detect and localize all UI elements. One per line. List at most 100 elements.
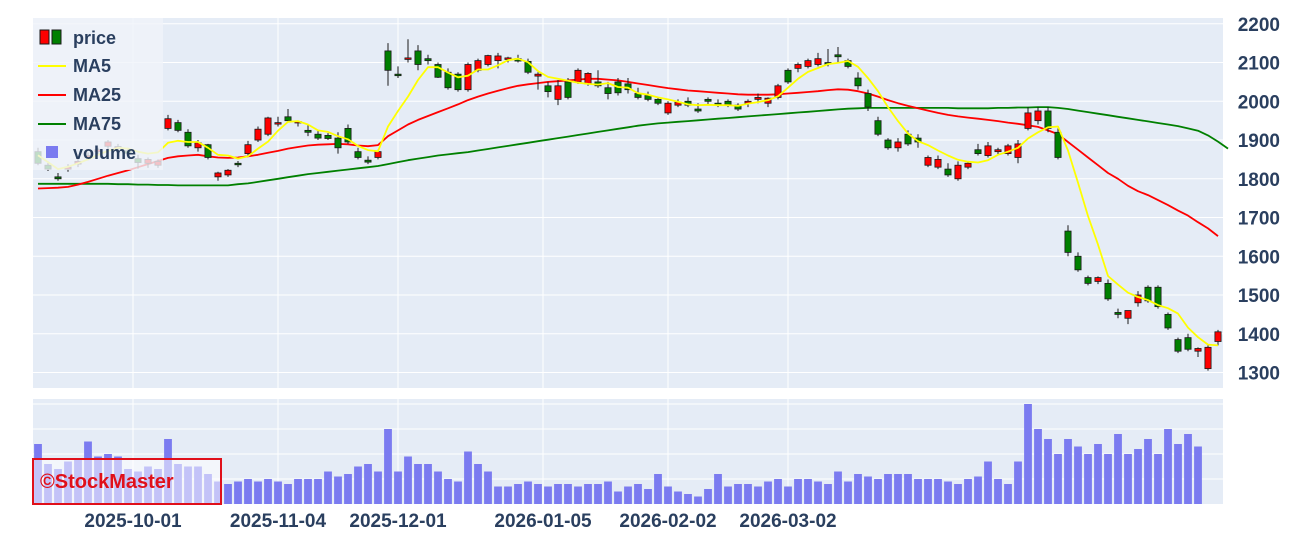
volume-bar bbox=[484, 471, 492, 504]
candle-body bbox=[1214, 331, 1222, 342]
volume-bar bbox=[1104, 454, 1112, 504]
candle-body bbox=[804, 60, 812, 67]
volume-bar bbox=[1174, 444, 1182, 504]
volume-bar bbox=[804, 479, 812, 504]
watermark: ©StockMaster bbox=[32, 458, 222, 505]
legend-item-ma5[interactable]: MA5 bbox=[38, 56, 111, 76]
ma5-line bbox=[37, 57, 1219, 347]
volume-bar bbox=[494, 486, 502, 504]
volume-bar bbox=[884, 474, 892, 504]
candle-body bbox=[1164, 313, 1172, 329]
volume-bar bbox=[834, 471, 842, 504]
volume-bar bbox=[404, 456, 412, 504]
y-tick-label: 2200 bbox=[1238, 15, 1280, 36]
volume-bar bbox=[1194, 446, 1202, 504]
volume-bar bbox=[254, 481, 262, 504]
volume-bar bbox=[1054, 454, 1062, 504]
volume-bar bbox=[674, 491, 682, 504]
volume-bar bbox=[754, 486, 762, 504]
candle-body bbox=[1114, 312, 1122, 315]
volume-bar bbox=[1114, 434, 1122, 504]
candle-body bbox=[1104, 282, 1112, 300]
volume-bar bbox=[554, 484, 562, 504]
volume-bar bbox=[934, 479, 942, 504]
y-tick-label: 1700 bbox=[1238, 209, 1280, 230]
candle-body bbox=[1194, 348, 1202, 352]
volume-bar bbox=[264, 479, 272, 504]
candle-body bbox=[464, 64, 472, 91]
candle-body bbox=[344, 128, 352, 143]
volume-bar bbox=[224, 484, 232, 504]
volume-bar bbox=[1124, 454, 1132, 504]
candle-body bbox=[994, 149, 1002, 153]
candle-body bbox=[704, 98, 712, 102]
y-tick-label: 2100 bbox=[1238, 54, 1280, 75]
candle-body bbox=[854, 77, 862, 87]
volume-bar bbox=[414, 464, 422, 504]
ma75-line bbox=[38, 106, 1229, 187]
candle-body bbox=[164, 118, 172, 129]
candle-body bbox=[534, 73, 542, 77]
candle-body bbox=[1064, 230, 1072, 253]
candle-body bbox=[664, 102, 672, 114]
date-x-axis: 2025-10-01 2025-11-04 2025-12-01 2026-01-05… bbox=[84, 511, 836, 532]
volume-bar bbox=[1094, 444, 1102, 504]
volume-bar bbox=[814, 481, 822, 504]
legend-item-volume[interactable]: volume bbox=[46, 143, 136, 163]
volume-bar bbox=[394, 471, 402, 504]
candle-body bbox=[224, 169, 232, 176]
x-tick-label: 2025-11-04 bbox=[230, 511, 327, 532]
volume-bar bbox=[284, 484, 292, 504]
watermark-background bbox=[32, 458, 222, 505]
candle-body bbox=[304, 129, 312, 133]
volume-bar bbox=[714, 474, 722, 504]
candle-layer bbox=[34, 39, 1222, 371]
volume-bar bbox=[914, 479, 922, 504]
candle-body bbox=[884, 139, 892, 149]
candle-body bbox=[794, 64, 802, 69]
candle-body bbox=[364, 159, 372, 163]
legend-item-ma75[interactable]: MA75 bbox=[38, 114, 121, 134]
ma5-layer bbox=[37, 57, 1219, 347]
y-tick-label: 1400 bbox=[1238, 325, 1280, 346]
candle-body bbox=[384, 50, 392, 71]
volume-bar bbox=[1164, 429, 1172, 504]
candle-body bbox=[254, 128, 262, 141]
volume-bar bbox=[444, 479, 452, 504]
volume-bar bbox=[984, 461, 992, 504]
price-plot-background bbox=[33, 18, 1223, 388]
x-tick-label: 2025-12-01 bbox=[349, 511, 447, 532]
volume-bar bbox=[994, 479, 1002, 504]
legend-item-price[interactable]: price bbox=[39, 28, 116, 48]
volume-bar bbox=[464, 451, 472, 504]
volume-bar bbox=[1074, 446, 1082, 504]
volume-bar bbox=[1034, 429, 1042, 504]
volume-bar bbox=[334, 476, 342, 504]
candle-body bbox=[1084, 277, 1092, 284]
volume-bar bbox=[514, 484, 522, 504]
volume-bar bbox=[854, 474, 862, 504]
volume-bar bbox=[614, 491, 622, 504]
ma75-layer bbox=[38, 106, 1229, 187]
volume-bar bbox=[1004, 484, 1012, 504]
y-tick-label: 1900 bbox=[1238, 131, 1280, 152]
candle-body bbox=[1094, 277, 1102, 282]
legend-label-price: price bbox=[73, 28, 116, 48]
volume-bar bbox=[454, 481, 462, 504]
candle-body bbox=[274, 122, 282, 125]
candle-body bbox=[264, 117, 272, 135]
candle-body bbox=[184, 131, 192, 147]
legend[interactable]: price MA5 MA25 MA75 volume bbox=[33, 18, 163, 170]
volume-bar bbox=[794, 479, 802, 504]
watermark-text: ©StockMaster bbox=[40, 471, 174, 493]
candle-body bbox=[954, 164, 962, 180]
candle-body bbox=[434, 64, 442, 78]
candle-body bbox=[494, 55, 502, 62]
volume-bar bbox=[314, 479, 322, 504]
volume-bar bbox=[904, 474, 912, 504]
legend-item-ma25[interactable]: MA25 bbox=[38, 85, 121, 105]
candle-body bbox=[1024, 112, 1032, 129]
candle-body bbox=[1054, 131, 1062, 158]
volume-bar bbox=[1084, 454, 1092, 504]
volume-bar bbox=[974, 476, 982, 504]
